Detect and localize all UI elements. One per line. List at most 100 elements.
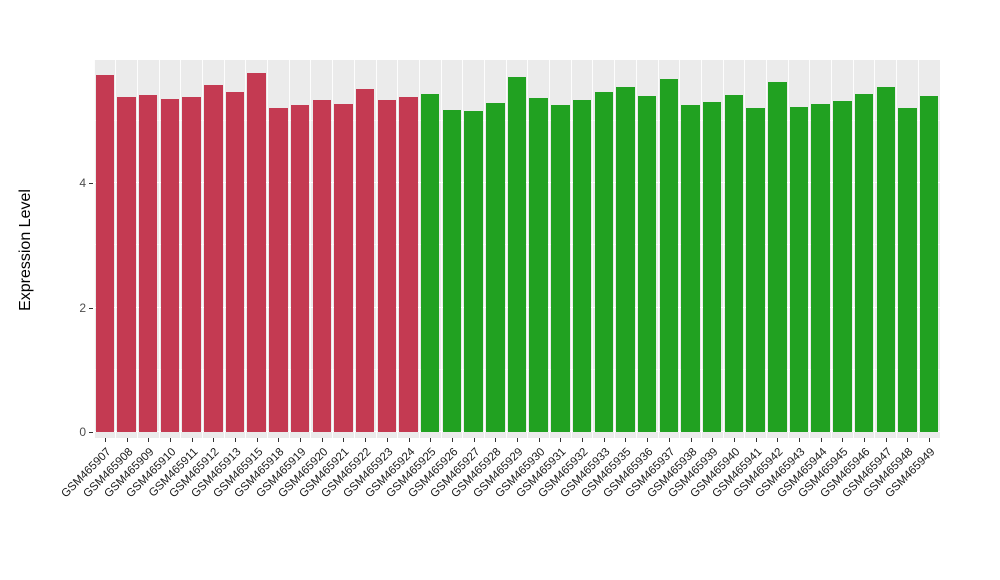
x-tick-mark: [169, 438, 171, 442]
x-tick-mark: [451, 438, 453, 442]
x-tick-mark: [300, 438, 302, 442]
x-tick-mark: [907, 438, 909, 442]
x-tick-mark: [430, 438, 432, 442]
bar: [95, 75, 115, 432]
gridline-vertical: [418, 60, 420, 438]
bar: [833, 101, 852, 432]
x-tick-mark: [104, 438, 106, 442]
plot-panel: [94, 60, 940, 438]
bar: [355, 89, 375, 432]
gridline-vertical: [700, 60, 702, 438]
bar: [746, 108, 765, 432]
gridline-vertical: [136, 60, 138, 438]
gridline-vertical: [223, 60, 225, 438]
bar: [898, 108, 917, 432]
x-tick-mark: [690, 438, 692, 442]
x-tick-mark: [929, 438, 931, 442]
x-tick-mark: [191, 438, 193, 442]
gridline-vertical: [505, 60, 507, 438]
gridline-vertical: [527, 60, 529, 438]
gridline-vertical: [440, 60, 442, 438]
gridline-vertical: [483, 60, 485, 438]
gridline-vertical: [635, 60, 637, 438]
gridline-vertical: [852, 60, 854, 438]
y-tick-label: 0: [79, 425, 86, 439]
gridline-vertical: [939, 60, 940, 438]
gridline-vertical: [809, 60, 811, 438]
x-tick-mark: [712, 438, 714, 442]
gridline-vertical: [787, 60, 789, 438]
gridline-vertical: [831, 60, 833, 438]
bar: [572, 100, 592, 432]
x-tick-mark: [582, 438, 584, 442]
gridline-vertical: [592, 60, 594, 438]
gridline-vertical: [896, 60, 898, 438]
bar: [854, 93, 874, 432]
bar: [486, 103, 505, 432]
gridline-vertical: [332, 60, 334, 438]
bar: [139, 95, 158, 432]
bar: [616, 86, 635, 432]
gridline-vertical: [267, 60, 269, 438]
gridline-vertical: [115, 60, 117, 438]
bar: [464, 111, 483, 432]
gridline-vertical: [874, 60, 876, 438]
bar: [919, 96, 939, 432]
gridline-vertical: [94, 60, 95, 438]
bar: [551, 105, 570, 432]
bar: [789, 107, 809, 432]
bar: [377, 100, 397, 432]
x-tick-mark: [343, 438, 345, 442]
bar: [529, 98, 548, 432]
gridline-vertical: [353, 60, 355, 438]
y-tick-label: 4: [79, 176, 86, 190]
x-tick-mark: [864, 438, 866, 442]
gridline-vertical: [657, 60, 659, 438]
bar: [768, 81, 787, 432]
bar: [659, 79, 679, 432]
gridline-vertical: [310, 60, 312, 438]
gridline-vertical: [765, 60, 767, 438]
x-tick-mark: [668, 438, 670, 442]
x-tick-mark: [386, 438, 388, 442]
x-tick-mark: [885, 438, 887, 442]
bar: [594, 92, 613, 432]
gridline-vertical: [679, 60, 681, 438]
x-tick-mark: [517, 438, 518, 442]
bar: [334, 103, 353, 432]
gridline-vertical: [158, 60, 160, 438]
gridline-vertical: [201, 60, 203, 438]
x-tick-mark: [473, 438, 475, 442]
gridline-vertical: [288, 60, 290, 438]
x-tick-mark: [733, 438, 735, 442]
x-tick-mark: [538, 438, 540, 442]
bar: [811, 103, 830, 432]
x-tick-mark: [625, 438, 627, 442]
x-tick-mark: [495, 438, 497, 442]
y-tick-label: 2: [79, 300, 86, 315]
bar: [421, 93, 440, 432]
x-tick-mark: [408, 438, 410, 442]
gridline-vertical: [245, 60, 247, 438]
gridline-vertical: [744, 60, 746, 438]
bar: [182, 97, 201, 432]
x-tick-mark: [256, 438, 258, 442]
x-tick-mark: [365, 438, 367, 442]
y-tick-mark: [89, 307, 93, 309]
gridline-vertical: [614, 60, 616, 438]
bar: [681, 105, 700, 432]
gridline-vertical: [917, 60, 919, 438]
gridline-vertical: [397, 60, 399, 438]
x-tick-mark: [777, 438, 779, 442]
gridline-vertical: [375, 60, 377, 438]
x-tick-mark: [148, 438, 150, 442]
bar: [637, 96, 657, 432]
bar: [724, 95, 744, 432]
y-tick-mark: [89, 183, 93, 184]
bar: [160, 98, 180, 432]
bar: [507, 77, 527, 432]
x-tick-mark: [235, 438, 236, 442]
bar: [247, 73, 266, 432]
x-tick-mark: [560, 438, 562, 442]
